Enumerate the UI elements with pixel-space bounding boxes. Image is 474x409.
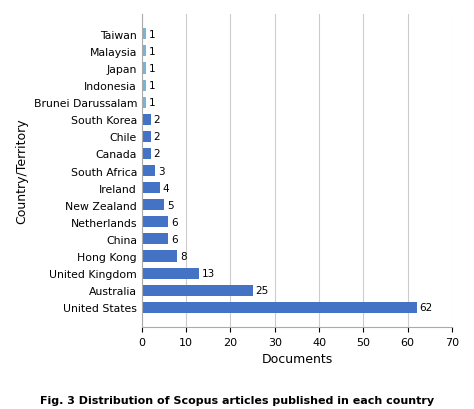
Text: 62: 62 [419,303,432,312]
Bar [142,63,146,74]
Text: 2: 2 [154,149,160,159]
X-axis label: Documents: Documents [261,353,333,365]
Bar [142,302,417,313]
Text: 1: 1 [149,98,155,108]
Y-axis label: Country/Territory: Country/Territory [15,119,28,224]
Bar [142,131,151,142]
Text: 1: 1 [149,47,155,57]
Bar [142,97,146,108]
Bar [142,285,253,296]
Bar [142,46,146,57]
Text: 4: 4 [162,183,169,193]
Text: 8: 8 [180,252,187,261]
Text: 13: 13 [202,268,215,279]
Bar [142,166,155,177]
Text: Fig. 3 Distribution of Scopus articles published in each country: Fig. 3 Distribution of Scopus articles p… [40,395,434,405]
Text: 2: 2 [154,132,160,142]
Bar [142,251,177,262]
Text: 6: 6 [171,217,178,227]
Bar [142,217,168,228]
Text: 6: 6 [171,234,178,244]
Bar [142,234,168,245]
Bar [142,268,200,279]
Text: 1: 1 [149,64,155,74]
Text: 5: 5 [167,200,173,210]
Bar [142,182,160,194]
Text: 25: 25 [255,285,269,295]
Text: 2: 2 [154,115,160,125]
Text: 1: 1 [149,81,155,91]
Text: 3: 3 [158,166,164,176]
Text: 1: 1 [149,30,155,40]
Bar [142,80,146,91]
Bar [142,29,146,40]
Bar [142,115,151,126]
Bar [142,200,164,211]
Bar [142,148,151,160]
